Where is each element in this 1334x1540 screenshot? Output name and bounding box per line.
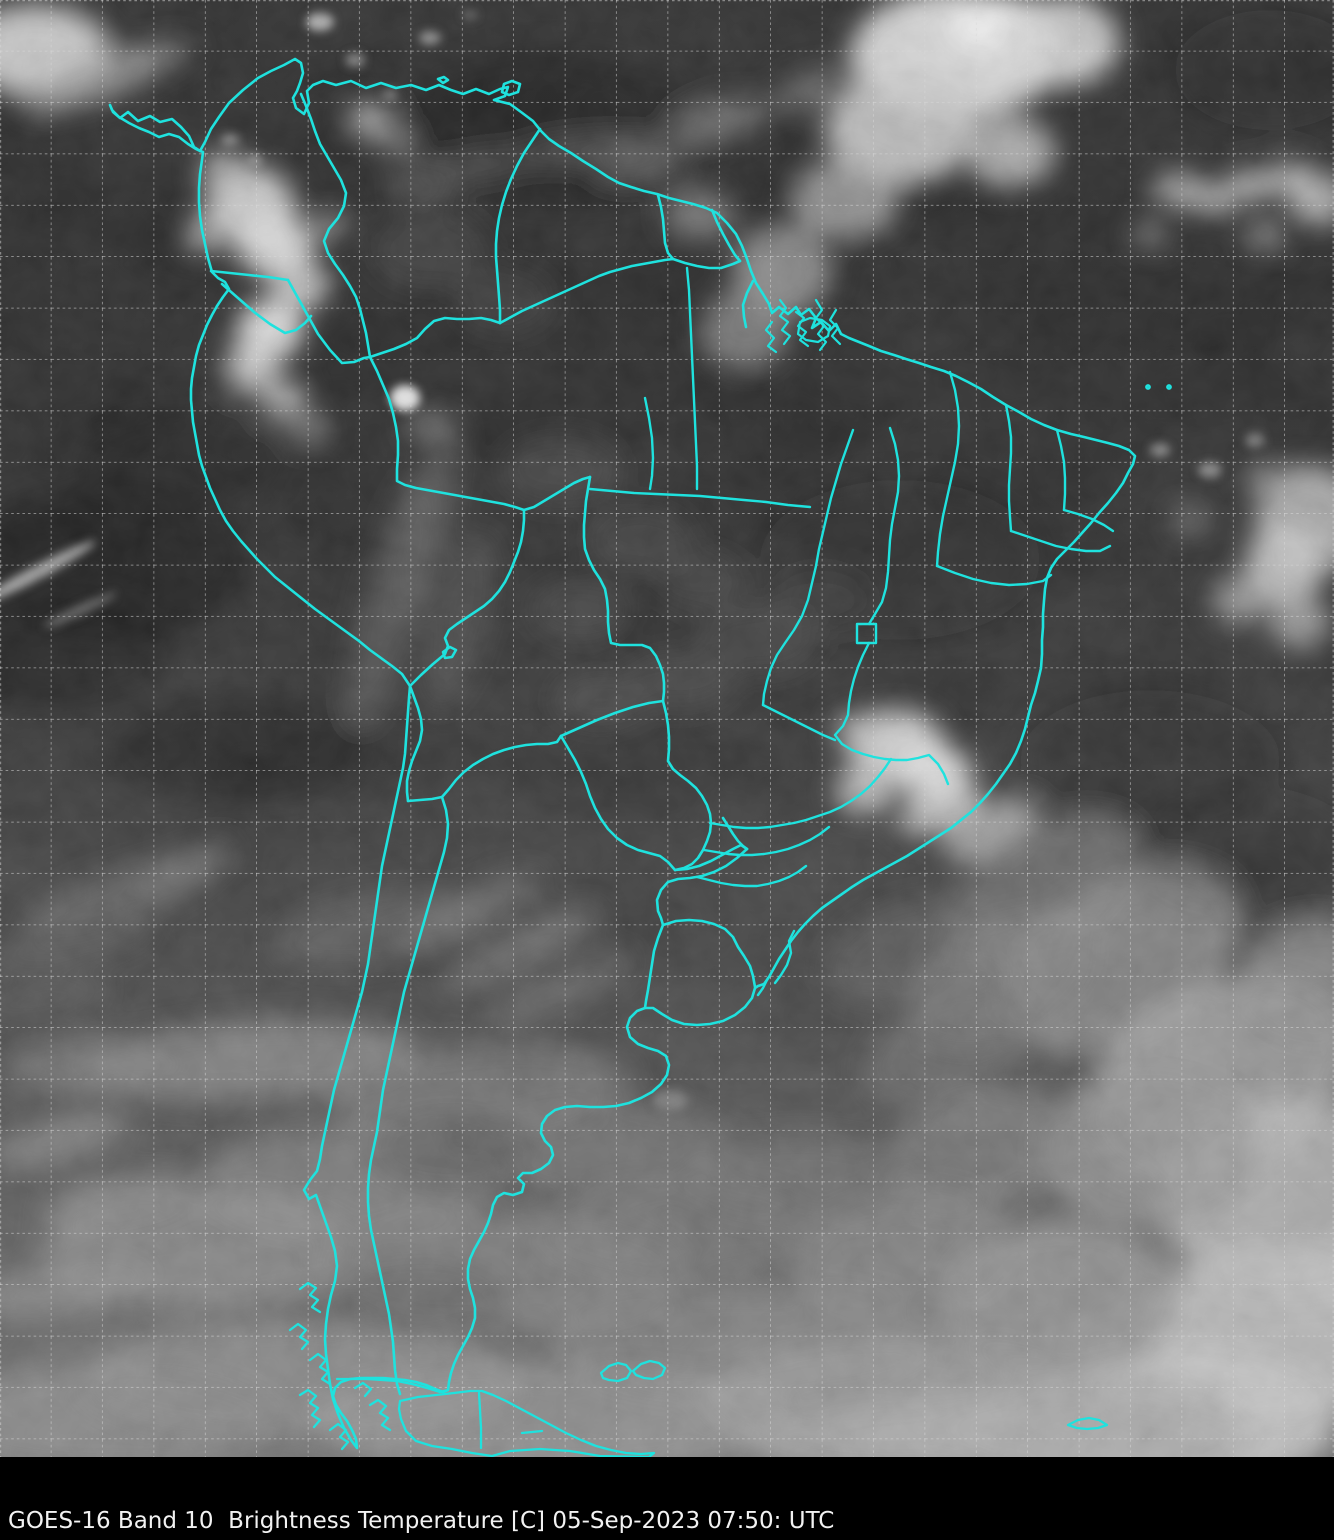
grid-edge-lines [0, 0, 1334, 1457]
satellite-map [0, 0, 1334, 1457]
political-boundaries-overlay [108, 57, 1172, 1457]
patagonia-fjords-tierra-del-fuego [288, 1281, 1109, 1457]
country-borders [209, 92, 757, 1396]
island-noronha-2 [1166, 384, 1172, 390]
satellite-image-svg [0, 0, 1334, 1457]
brazil-state-borders [588, 266, 1115, 997]
island-margarita [436, 75, 450, 85]
coastline-south-america [108, 57, 1137, 1450]
island-noronha-1 [1145, 384, 1151, 390]
caption-bar: GOES-16 Band 10 Brightness Temperature [… [0, 1457, 1334, 1540]
amazon-delta-channels [764, 298, 842, 354]
island-trinidad [500, 79, 522, 97]
image-caption: GOES-16 Band 10 Brightness Temperature [… [8, 1508, 835, 1534]
